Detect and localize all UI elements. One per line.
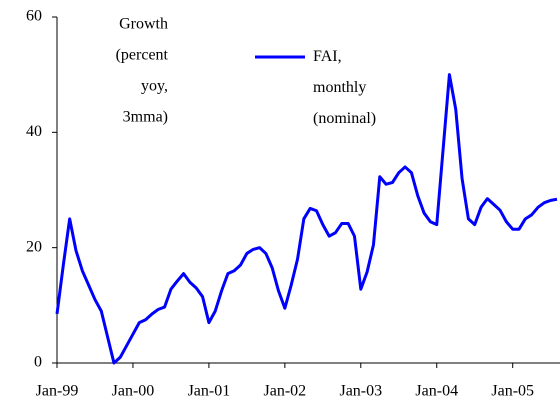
x-tick-label: Jan-04 xyxy=(415,383,458,400)
x-tick-label: Jan-01 xyxy=(188,383,231,400)
x-tick-label: Jan-03 xyxy=(339,383,382,400)
series-line xyxy=(55,73,558,365)
x-tick-label: Jan-00 xyxy=(112,383,155,400)
annotation: (percent xyxy=(116,47,169,64)
y-tick-label: 40 xyxy=(26,123,42,140)
y-tick-label: 60 xyxy=(26,8,42,25)
x-tick-label: Jan-99 xyxy=(36,383,79,400)
annotation: 3mma) xyxy=(123,109,168,126)
annotation: Growth xyxy=(119,16,168,33)
legend-label: FAI, monthly (nominal) xyxy=(313,48,376,127)
x-tick-label: Jan-02 xyxy=(264,383,307,400)
x-tick-label: Jan-05 xyxy=(491,383,534,400)
y-tick-label: 0 xyxy=(34,354,42,371)
annotation: yoy, xyxy=(141,78,168,95)
y-tick-label: 20 xyxy=(26,238,42,255)
